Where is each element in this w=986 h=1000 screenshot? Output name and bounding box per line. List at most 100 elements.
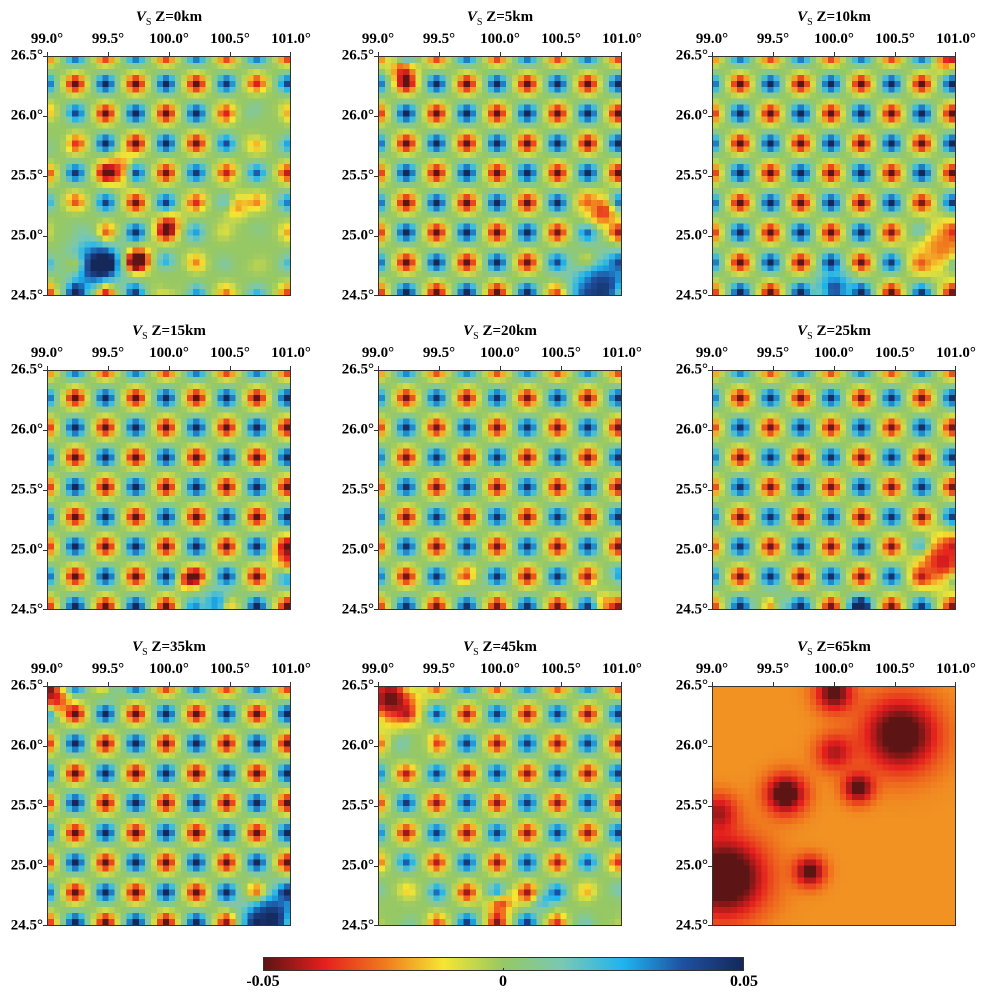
- heatmap-cell: [48, 98, 55, 105]
- heatmap-cell: [942, 86, 950, 93]
- heatmap-cell: [457, 217, 464, 224]
- heatmap-cell: [876, 259, 883, 266]
- heatmap-cell: [852, 122, 859, 129]
- heatmap-cell: [900, 80, 907, 87]
- heatmap-cell: [126, 134, 133, 141]
- heatmap-cell: [409, 164, 416, 171]
- heatmap-cell: [791, 223, 798, 230]
- heatmap-cell: [271, 110, 279, 117]
- heatmap-cell: [487, 289, 495, 295]
- heatmap-cell: [731, 57, 738, 64]
- heatmap-cell: [500, 247, 507, 254]
- heatmap-cell: [259, 164, 266, 171]
- heatmap-cell: [391, 259, 398, 266]
- heatmap-cell: [797, 271, 804, 278]
- heatmap-cell: [767, 146, 774, 153]
- heatmap-cell: [767, 104, 774, 111]
- heatmap-cell: [469, 289, 476, 295]
- heatmap-cell: [536, 170, 543, 177]
- heatmap-cell: [834, 146, 841, 153]
- heatmap-cell: [560, 277, 567, 284]
- heatmap-cell: [271, 92, 279, 99]
- heatmap-cell: [785, 146, 792, 153]
- heatmap-cell: [90, 86, 97, 93]
- heatmap-cell: [48, 229, 55, 236]
- heatmap-cell: [493, 211, 501, 218]
- heatmap-cell: [114, 122, 121, 129]
- heatmap-cell: [870, 57, 877, 64]
- heatmap-cell: [403, 211, 410, 218]
- heatmap-cell: [451, 74, 458, 81]
- heatmap-cell: [876, 104, 883, 111]
- heatmap-cell: [888, 283, 895, 290]
- heatmap-cell: [283, 122, 290, 129]
- heatmap-cell: [102, 241, 109, 248]
- heatmap-cell: [66, 128, 73, 135]
- heatmap-cell: [773, 80, 780, 87]
- heatmap-cell: [48, 217, 55, 224]
- heatmap-cell: [379, 289, 386, 295]
- heatmap-cell: [54, 110, 61, 117]
- heatmap-cell: [150, 152, 158, 159]
- x-tick-mark: [47, 366, 48, 370]
- title-depth: Z=0km: [155, 9, 203, 25]
- heatmap-cell: [138, 289, 145, 295]
- heatmap-cell: [247, 265, 254, 272]
- heatmap-cell: [602, 277, 610, 284]
- heatmap-cell: [451, 86, 458, 93]
- heatmap-cell: [66, 68, 73, 75]
- heatmap-cell: [566, 247, 573, 254]
- heatmap-cell: [235, 116, 242, 123]
- heatmap-cell: [96, 241, 103, 248]
- heatmap-cell: [120, 146, 127, 153]
- heatmap-cell: [283, 146, 290, 153]
- heatmap-cell: [54, 170, 61, 177]
- heatmap-cell: [162, 277, 170, 284]
- heatmap-cell: [737, 74, 744, 81]
- heatmap-cell: [584, 86, 591, 93]
- heatmap-cell: [487, 277, 495, 284]
- heatmap-cell: [791, 247, 798, 254]
- heatmap-cell: [265, 146, 272, 153]
- heatmap-cell: [888, 241, 895, 248]
- heatmap-cell: [60, 199, 67, 206]
- heatmap-cell: [102, 134, 109, 141]
- heatmap-cell: [66, 376, 73, 384]
- heatmap-cell: [614, 158, 621, 165]
- heatmap-cell: [102, 110, 109, 117]
- heatmap-cell: [409, 277, 416, 284]
- heatmap-cell: [936, 134, 944, 141]
- heatmap-cell: [229, 170, 236, 177]
- heatmap-cell: [809, 116, 816, 123]
- heatmap-cell: [72, 57, 79, 64]
- heatmap-cell: [864, 92, 871, 99]
- heatmap-cell: [936, 122, 944, 129]
- heatmap-cell: [590, 277, 597, 284]
- heatmap-cell: [241, 57, 248, 64]
- heatmap-cell: [797, 277, 804, 284]
- heatmap-cell: [779, 140, 786, 147]
- heatmap-cell: [439, 253, 446, 260]
- heatmap-cell: [773, 68, 780, 75]
- heatmap-cell: [858, 277, 865, 284]
- heatmap-cell: [475, 229, 482, 236]
- heatmap-cell: [54, 122, 61, 129]
- heatmap-cell: [942, 277, 950, 284]
- heatmap-cell: [815, 181, 823, 189]
- heatmap-cell: [229, 152, 236, 159]
- heatmap-cell: [743, 199, 750, 206]
- heatmap-cell: [731, 277, 738, 284]
- heatmap-cell: [797, 80, 804, 87]
- heatmap-cell: [725, 187, 732, 194]
- heatmap-cell: [773, 158, 780, 165]
- heatmap-cell: [283, 104, 290, 111]
- heatmap-cell: [852, 265, 859, 272]
- heatmap-cell: [108, 57, 115, 64]
- heatmap-cell: [169, 247, 176, 254]
- heatmap-cell: [548, 128, 555, 135]
- heatmap-cell: [187, 86, 194, 93]
- heatmap-cell: [114, 199, 121, 206]
- heatmap-cell: [548, 164, 555, 171]
- heatmap-cell: [60, 86, 67, 93]
- heatmap-cell: [199, 187, 206, 194]
